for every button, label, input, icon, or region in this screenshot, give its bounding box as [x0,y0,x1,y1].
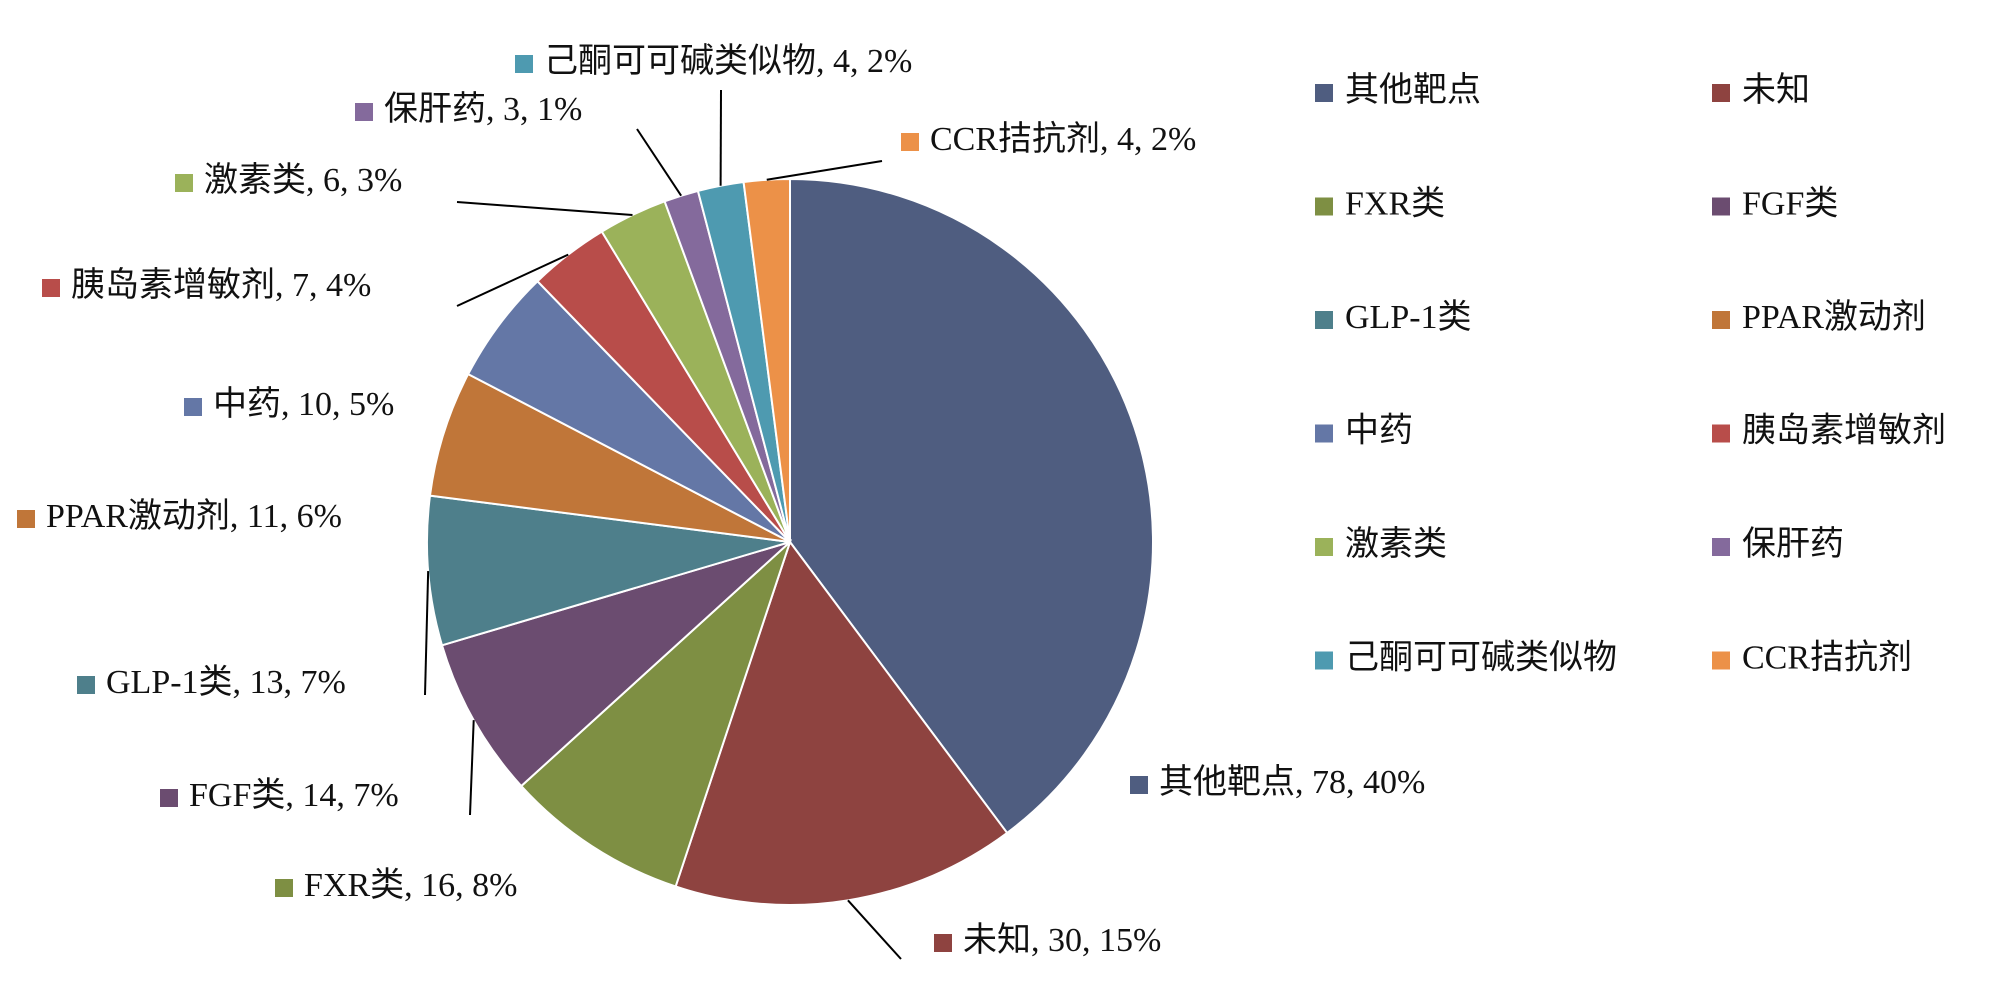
pie-slice [789,177,1154,835]
legend-marker [1712,84,1730,102]
data-label: 胰岛素增敏剂, 7, 4% [71,266,371,304]
label-marker [77,676,95,694]
legend-marker [1712,197,1730,216]
pie-slice [519,538,793,888]
data-label: CCR拮抗剂, 4, 2% [930,120,1196,158]
legend-label: 胰岛素增敏剂 [1742,411,1946,449]
leader-line [766,160,883,181]
pie-slice [674,539,1009,906]
label-marker [42,279,60,297]
data-label: FGF类, 14, 7% [189,776,399,814]
data-label: 未知, 30, 15% [963,921,1161,959]
label-marker [17,510,35,528]
label-marker [275,879,293,897]
pie-slice [440,541,791,788]
data-label: GLP-1类, 13, 7% [106,663,346,701]
leader-line [469,720,475,816]
legend-label: 激素类 [1345,525,1447,563]
legend-label: 保肝药 [1742,525,1844,563]
legend-marker [1712,424,1730,443]
legend-label: CCR拮抗剂 [1742,638,1912,676]
leader-line [456,201,633,216]
leader-line [636,128,682,197]
leader-line [456,253,569,307]
data-label: 中药, 10, 5% [213,385,394,423]
label-marker [184,398,202,416]
label-marker [175,174,193,192]
legend-marker [1315,538,1333,556]
legend-label: GLP-1类 [1345,298,1472,336]
legend-marker [1712,651,1730,670]
legend-label: FGF类 [1742,184,1838,222]
legend-marker [1712,311,1730,329]
data-label: PPAR激动剂, 11, 6% [46,497,342,535]
legend-label: PPAR激动剂 [1742,298,1926,336]
data-label: 保肝药, 3, 1% [384,90,582,128]
legend-marker [1712,538,1730,556]
legend-marker [1315,84,1333,102]
leader-line [424,571,430,696]
data-label: 其他靶点, 78, 40% [1159,763,1425,801]
data-label: 激素类, 6, 3% [204,161,402,199]
pie-slice [428,372,791,543]
legend-label: FXR类 [1345,184,1445,222]
legend-label: 未知 [1742,71,1810,109]
legend-marker [1315,651,1333,670]
label-marker [160,789,178,807]
label-marker [1130,776,1148,794]
leader-line [847,899,902,960]
data-label: FXR类, 16, 8% [304,866,517,904]
legend-marker [1315,311,1333,329]
legend-marker [1315,197,1333,216]
legend-marker [1315,424,1333,443]
legend-label: 其他靶点 [1345,71,1481,109]
data-label: 己酮可可碱类似物, 4, 2% [544,42,912,80]
legend-label: 己酮可可碱类似物 [1345,638,1617,676]
label-marker [901,133,919,151]
label-marker [934,934,952,952]
legend-label: 中药 [1345,411,1413,449]
label-marker [515,55,533,73]
label-marker [355,103,373,121]
